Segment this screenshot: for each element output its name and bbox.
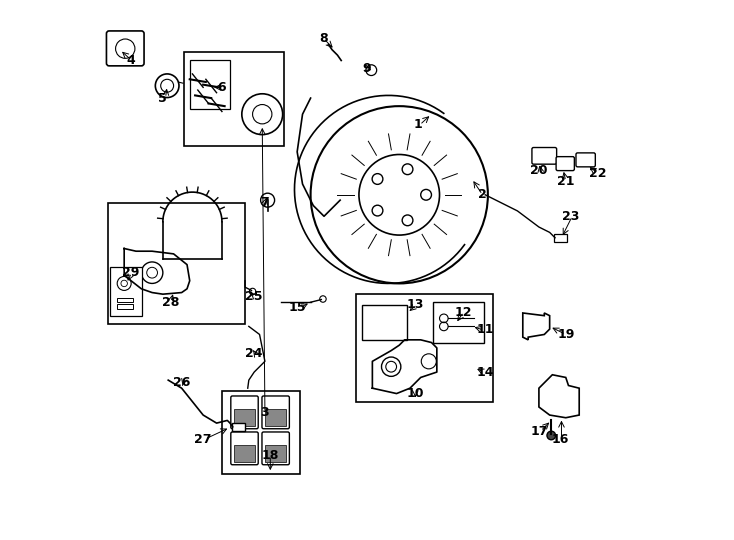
Bar [117,305,134,309]
Bar [356,294,493,402]
Text: 24: 24 [245,347,263,360]
FancyBboxPatch shape [262,396,289,429]
Bar [117,298,134,302]
Text: 5: 5 [159,92,167,105]
Text: 16: 16 [552,433,569,446]
Text: 18: 18 [261,449,279,462]
Bar [189,60,230,109]
FancyBboxPatch shape [556,157,575,171]
FancyBboxPatch shape [230,396,258,429]
Bar [184,52,284,146]
Text: 29: 29 [122,266,139,279]
Text: 13: 13 [407,299,424,312]
Bar [232,423,245,431]
Text: 21: 21 [557,175,575,188]
Text: 19: 19 [557,328,575,341]
Text: 4: 4 [126,54,135,67]
Text: 14: 14 [476,366,494,379]
Circle shape [547,431,556,440]
Text: 12: 12 [455,307,473,320]
Text: 6: 6 [218,81,226,94]
Bar [110,267,142,316]
Bar [234,409,255,426]
Text: 20: 20 [530,164,548,177]
Text: 25: 25 [245,291,263,303]
Text: 9: 9 [363,62,371,75]
Text: 15: 15 [288,301,306,314]
Text: 22: 22 [589,167,607,180]
FancyBboxPatch shape [576,153,595,167]
Text: 1: 1 [414,118,422,131]
Text: 10: 10 [407,387,424,400]
Text: 7: 7 [261,197,269,210]
Polygon shape [539,375,579,418]
Bar [265,446,286,462]
Bar [222,391,300,474]
Bar [554,234,567,241]
Text: 27: 27 [195,433,212,446]
Text: 28: 28 [162,296,180,309]
FancyBboxPatch shape [262,432,289,465]
Text: 17: 17 [530,424,548,437]
Bar [432,302,484,342]
FancyBboxPatch shape [106,31,144,66]
Text: 2: 2 [478,188,487,201]
Bar [108,203,245,323]
FancyBboxPatch shape [532,147,556,164]
Text: 23: 23 [562,210,580,223]
Bar [234,446,255,462]
Text: 11: 11 [476,322,494,335]
Polygon shape [523,313,550,340]
FancyBboxPatch shape [230,432,258,465]
Bar [362,305,407,340]
Bar [265,409,286,426]
Text: 8: 8 [320,32,328,45]
Text: 3: 3 [261,406,269,419]
Text: 26: 26 [173,376,190,389]
